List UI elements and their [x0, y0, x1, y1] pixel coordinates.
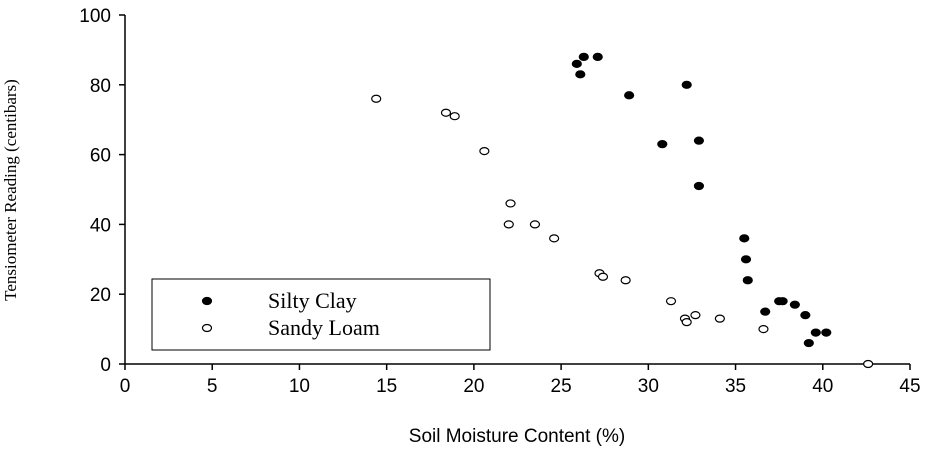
- x-tick-label: 0: [120, 376, 131, 397]
- x-tick-label: 45: [899, 376, 920, 397]
- y-tick-label: 20: [90, 285, 111, 306]
- point: [740, 255, 752, 264]
- point: [681, 80, 692, 89]
- y-tick-label: 40: [90, 215, 111, 236]
- point: [578, 52, 589, 61]
- point: [592, 52, 603, 61]
- point: [739, 234, 750, 243]
- point: [803, 338, 814, 348]
- point: [690, 311, 701, 320]
- x-tick-label: 35: [725, 376, 746, 397]
- point: [371, 94, 382, 103]
- point: [760, 307, 771, 316]
- point: [742, 276, 753, 285]
- x-tick-label: 15: [376, 376, 397, 397]
- point: [449, 112, 460, 121]
- point: [758, 325, 769, 334]
- point: [575, 70, 586, 79]
- point: [810, 328, 821, 337]
- y-tick-label: 60: [90, 146, 111, 167]
- y-tick-label: 0: [100, 355, 111, 376]
- x-tick-label: 25: [551, 376, 572, 397]
- point: [479, 147, 490, 156]
- point: [620, 276, 631, 285]
- point: [665, 297, 677, 306]
- legend-box: [151, 278, 491, 351]
- point: [800, 311, 811, 320]
- point: [571, 59, 582, 68]
- point: [503, 220, 514, 229]
- x-tick-label: 30: [638, 376, 659, 397]
- point: [505, 199, 516, 208]
- legend-marker: [201, 296, 213, 306]
- point: [821, 328, 832, 337]
- x-tick-label: 5: [207, 376, 218, 397]
- x-tick-label: 20: [463, 376, 484, 397]
- legend-label: Sandy Loam: [268, 315, 380, 340]
- point: [597, 272, 609, 281]
- y-tick-label: 80: [90, 76, 111, 97]
- legend-label: Silty Clay: [268, 288, 357, 313]
- point: [789, 300, 800, 309]
- point: [681, 318, 692, 327]
- point: [440, 108, 452, 117]
- x-tick-label: 40: [812, 376, 833, 397]
- x-axis-label: Soil Moisture Content (%): [409, 426, 625, 447]
- point: [714, 314, 725, 323]
- point: [624, 91, 635, 100]
- point: [693, 181, 705, 191]
- point: [657, 140, 668, 149]
- point: [693, 136, 705, 145]
- point: [863, 359, 874, 369]
- x-tick-label: 10: [289, 376, 310, 397]
- y-tick-label: 100: [79, 6, 111, 27]
- point: [549, 234, 560, 243]
- point: [529, 220, 541, 229]
- point: [777, 297, 788, 306]
- legend-marker: [201, 323, 213, 333]
- y-axis-label: Tensiometer Reading (centibars): [1, 79, 20, 301]
